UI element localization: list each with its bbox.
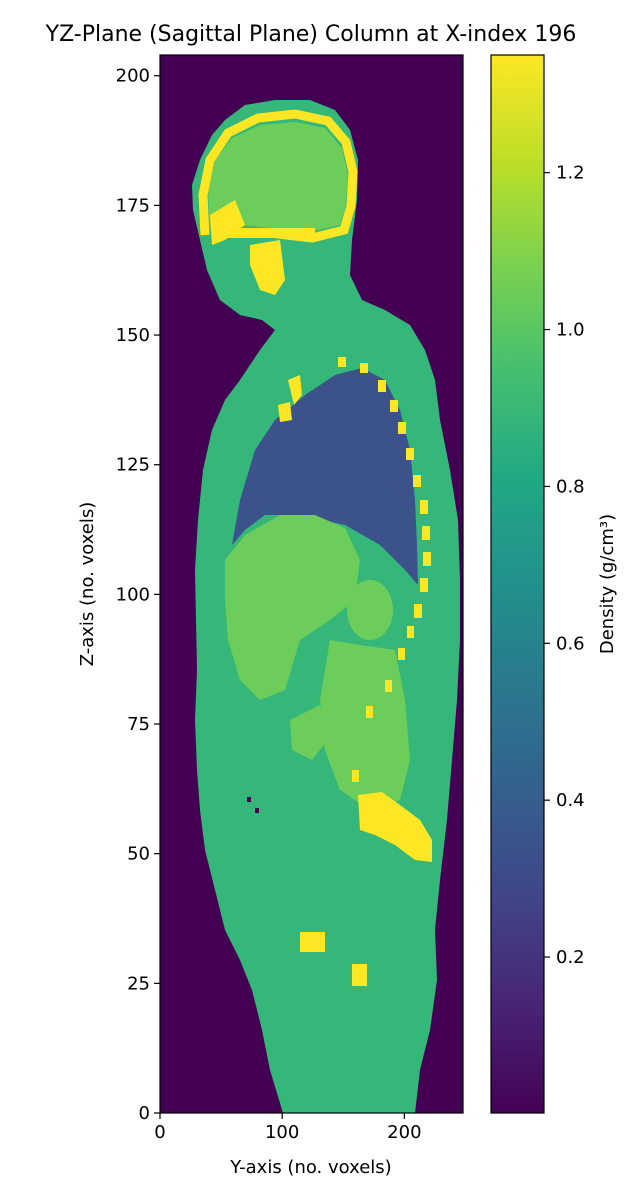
chart-title: YZ-Plane (Sagittal Plane) Column at X-in… [45, 22, 577, 47]
skull [198, 109, 358, 243]
brain [208, 122, 348, 232]
palate-bone [215, 228, 315, 238]
y-axis: 0 25 50 75 100 125 150 175 200 [116, 66, 160, 1124]
x-axis: 0 100 200 [154, 1113, 422, 1143]
plot-frame [159, 54, 464, 1114]
pubic-bone [300, 932, 325, 952]
y-tick-label: 75 [127, 714, 150, 735]
bowel-gas [255, 808, 259, 813]
y-tick-label: 150 [116, 325, 150, 346]
colorbar-label: Density (g/cm³) [597, 514, 618, 654]
y-axis-label: Z-axis (no. voxels) [77, 502, 98, 667]
x-tick-label: 0 [154, 1122, 165, 1143]
x-axis-label: Y-axis (no. voxels) [229, 1157, 391, 1178]
y-tick-label: 200 [116, 66, 150, 87]
colorbar-tick-label: 0.8 [556, 476, 585, 497]
y-tick-label: 50 [127, 844, 150, 865]
stomach [347, 580, 393, 640]
spine [338, 357, 431, 782]
y-tick-label: 0 [139, 1103, 150, 1124]
liver [225, 515, 360, 700]
sternum [278, 375, 302, 422]
y-tick-label: 100 [116, 584, 150, 605]
lungs [232, 368, 418, 585]
kidney [290, 705, 328, 760]
colorbar-tick-label: 0.4 [556, 790, 585, 811]
colorbar [490, 54, 545, 1114]
jaw-bone [250, 240, 285, 295]
colorbar-ticks: 0.2 0.4 0.6 0.8 1.0 1.2 [544, 163, 585, 968]
sacrum [358, 792, 432, 862]
x-tick-label: 200 [387, 1122, 421, 1143]
y-tick-label: 175 [116, 195, 150, 216]
colorbar-tick-label: 1.0 [556, 320, 585, 341]
x-tick-label: 100 [265, 1122, 299, 1143]
femur-head [352, 964, 367, 986]
colorbar-tick-label: 0.6 [556, 633, 585, 654]
y-tick-label: 125 [116, 455, 150, 476]
y-tick-label: 25 [127, 973, 150, 994]
colorbar-tick-label: 0.2 [556, 947, 585, 968]
heatmap-image [160, 55, 463, 1113]
colorbar-tick-label: 1.2 [556, 163, 585, 184]
bowel-gas [247, 797, 251, 802]
